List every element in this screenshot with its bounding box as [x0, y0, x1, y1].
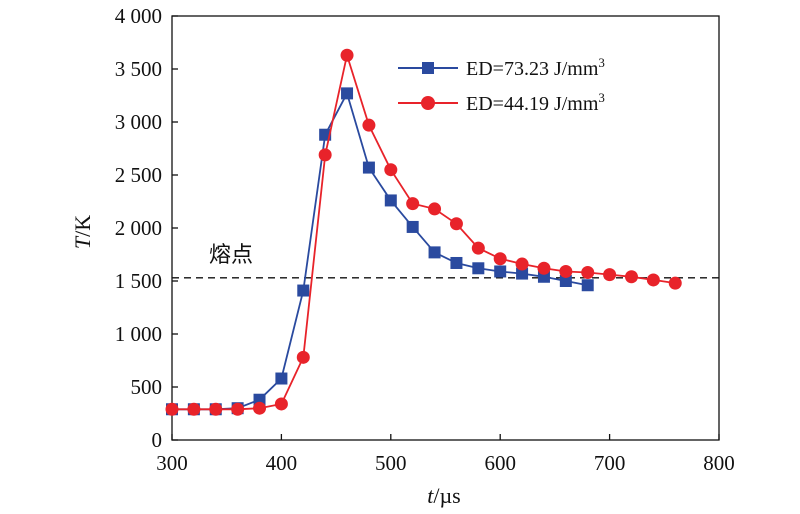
series-1-point [362, 161, 375, 174]
series-2-point [296, 350, 310, 364]
series-2-point [603, 268, 617, 282]
y-axis-title: T/K [70, 215, 95, 249]
series-2-point [493, 252, 507, 266]
series-1-point [406, 220, 419, 233]
series-2-point [559, 264, 573, 278]
y-tick-label: 500 [131, 375, 163, 399]
series-1-point [581, 279, 594, 292]
series-1-point [494, 265, 507, 278]
y-axis-title-symbol: T [70, 235, 95, 249]
x-tick-label: 500 [375, 451, 407, 475]
series-2-point [581, 266, 595, 280]
series-2-point [668, 276, 682, 290]
x-tick-label: 800 [703, 451, 735, 475]
x-tick-label: 600 [484, 451, 516, 475]
series-2-point [340, 48, 354, 62]
series-2-point [253, 401, 267, 415]
y-tick-label: 0 [152, 428, 163, 452]
series-2-point [318, 148, 332, 162]
x-tick-label: 400 [266, 451, 298, 475]
y-tick-label: 3 000 [115, 110, 162, 134]
legend-label-series-1: ED=73.23 J/mm3 [466, 55, 605, 80]
series-2-point [209, 402, 223, 416]
melting-point-label: 熔点 [209, 243, 253, 268]
y-tick-label: 2 500 [115, 163, 162, 187]
series-2-point [406, 197, 420, 211]
legend-marker-series-2 [421, 96, 435, 110]
series-2-point [187, 402, 201, 416]
x-axis-title: t/µs [427, 483, 460, 508]
series-1-point [428, 246, 441, 259]
plot-frame [171, 15, 720, 441]
y-axis-title-unit: /K [70, 215, 95, 237]
series-2-point [274, 397, 288, 411]
x-tick-label: 700 [594, 451, 626, 475]
series-1-point [275, 372, 288, 385]
legend-item-series-1: ED=73.23 J/mm3 [398, 55, 605, 80]
y-tick-label: 1 000 [115, 322, 162, 346]
series-2-point [471, 241, 485, 255]
series-2-point [231, 402, 245, 416]
series-group [165, 48, 682, 416]
legend-label-series-2: ED=44.19 J/mm3 [466, 90, 605, 115]
series-1-point [559, 275, 572, 287]
y-tick-label: 1 500 [115, 269, 162, 293]
x-tick-label: 300 [156, 451, 188, 475]
series-2-point [384, 163, 398, 177]
axes [171, 15, 720, 441]
series-2-point [428, 202, 442, 216]
x-axis-title-unit: /µs [433, 483, 460, 508]
legend-marker-series-1 [422, 62, 434, 74]
series-1-point [450, 256, 463, 269]
y-tick-label: 4 000 [115, 4, 162, 28]
x-axis-title-symbol: t [427, 483, 434, 508]
series-1-point [516, 267, 529, 280]
y-tick-label: 2 000 [115, 216, 162, 240]
legend: ED=73.23 J/mm3 ED=44.19 J/mm3 [398, 55, 605, 115]
series-2-point [362, 118, 376, 132]
legend-item-series-2: ED=44.19 J/mm3 [398, 90, 605, 115]
series-2-point [537, 261, 551, 275]
y-tick-label: 3 500 [115, 57, 162, 81]
series-2-point [515, 257, 529, 271]
series-2-point [624, 270, 638, 284]
series-1-point [472, 262, 485, 275]
series-2 [165, 48, 682, 416]
series-1-point [384, 194, 397, 207]
series-2-point [646, 273, 660, 287]
series-1-point [341, 87, 354, 100]
series-1-point [297, 284, 310, 297]
tick-labels: 300 400 500 600 700 800 0 500 1 000 1 500 2 000 2 5… [115, 4, 735, 475]
series-2-point [165, 402, 179, 416]
series-2-point [449, 217, 463, 231]
